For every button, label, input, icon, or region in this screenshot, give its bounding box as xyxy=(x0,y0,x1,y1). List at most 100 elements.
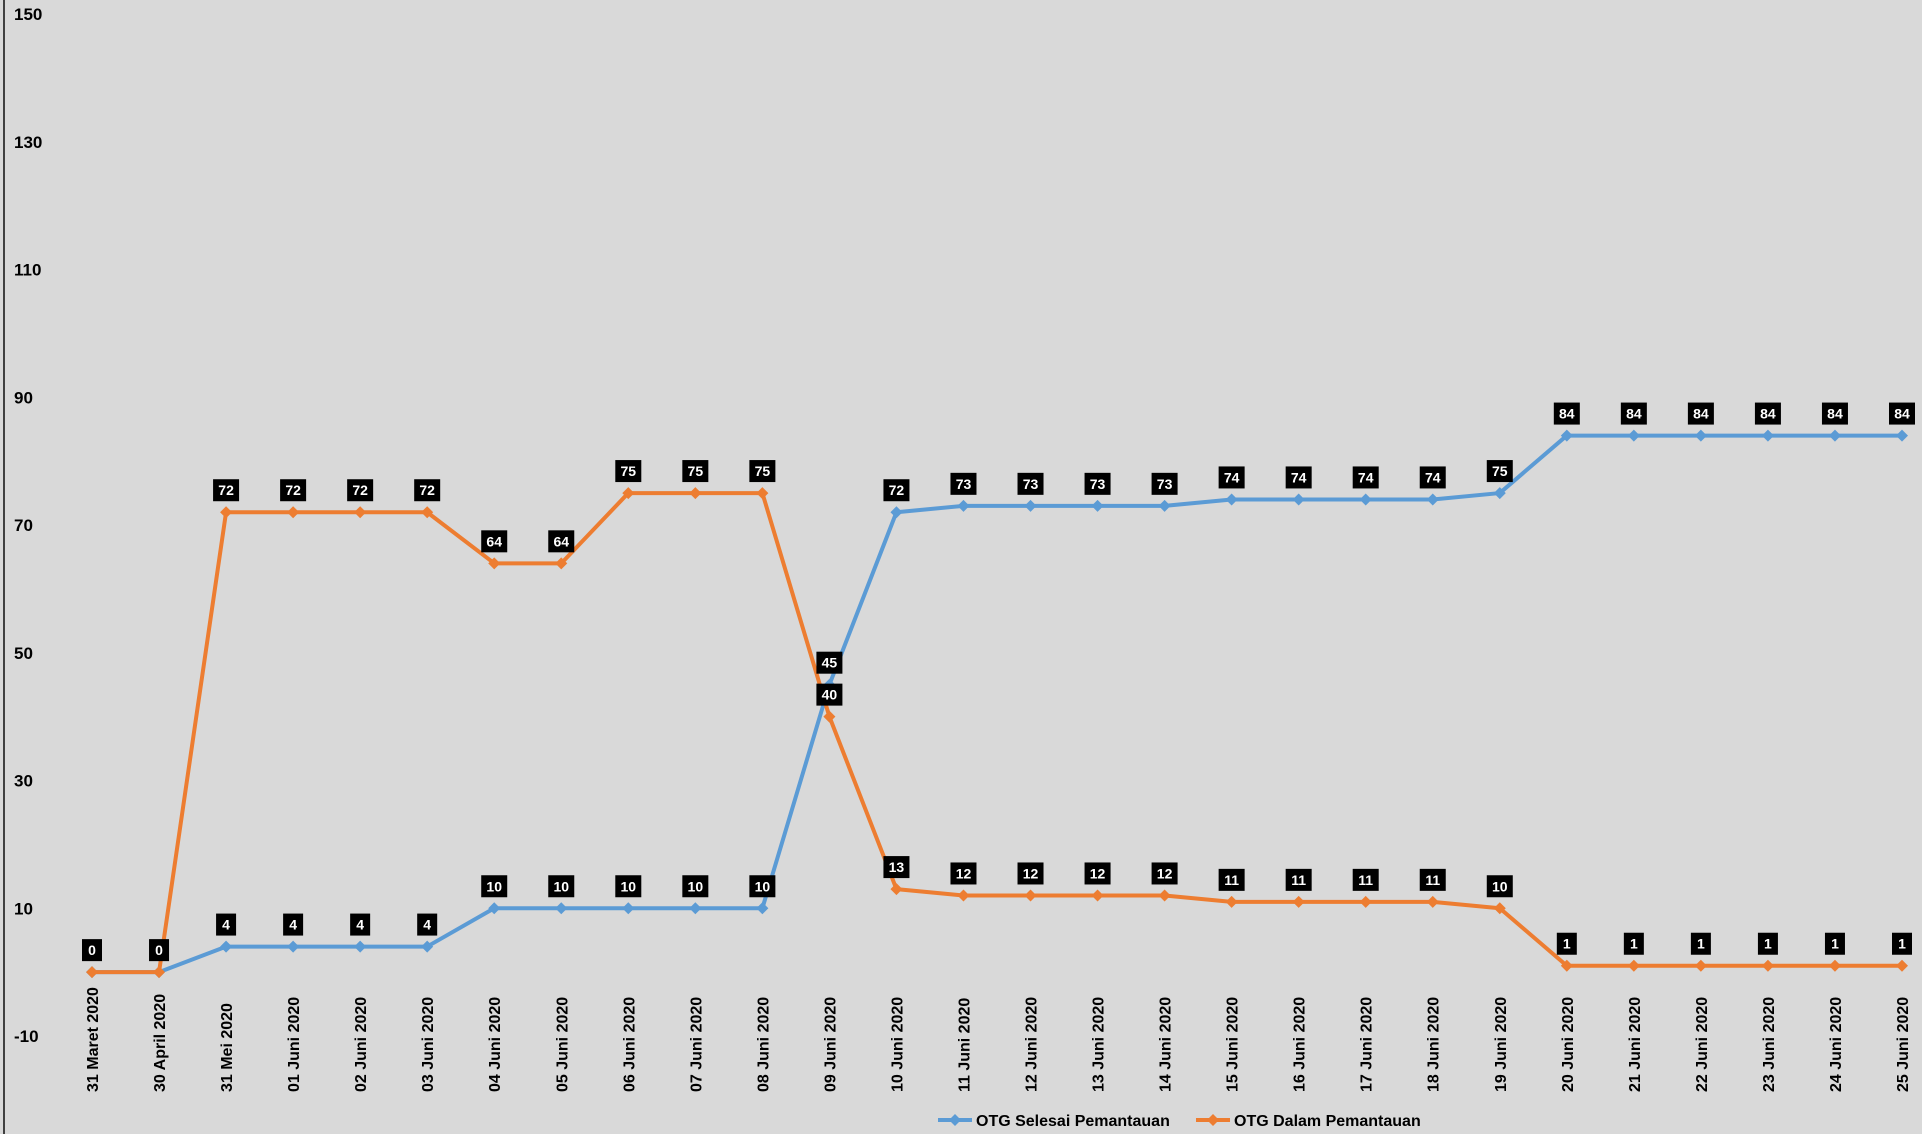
data-point xyxy=(354,506,367,519)
x-tick-label: 22 Juni 2020 xyxy=(1694,997,1711,1092)
data-label: 72 xyxy=(218,482,234,498)
data-label-box xyxy=(883,856,910,879)
x-axis-ticks: 31 Maret 2020 30 April 2020 31 Mei 2020 01 … xyxy=(85,987,1912,1092)
x-tick-label: 07 Juni 2020 xyxy=(688,997,705,1092)
data-point xyxy=(421,506,434,519)
data-label-box xyxy=(816,651,843,674)
data-label-box xyxy=(1754,402,1781,425)
data-label-box xyxy=(615,460,642,483)
data-label: 4 xyxy=(356,917,364,933)
data-point xyxy=(756,902,769,915)
data-point xyxy=(1761,959,1774,972)
x-tick-label: 09 Juni 2020 xyxy=(822,997,839,1092)
data-point xyxy=(689,487,702,500)
data-label-box xyxy=(1285,868,1312,891)
data-label-box xyxy=(1218,466,1245,489)
data-label: 1 xyxy=(1563,936,1571,952)
data-label-box xyxy=(1486,460,1513,483)
data-point xyxy=(1493,902,1506,915)
x-tick-label: 21 Juni 2020 xyxy=(1627,997,1644,1092)
data-label-box xyxy=(816,683,843,706)
data-point xyxy=(957,889,970,902)
data-point xyxy=(1426,493,1439,506)
data-label: 11 xyxy=(1358,872,1373,888)
data-label: 10 xyxy=(688,878,704,894)
data-label-box xyxy=(1821,402,1848,425)
data-label: 1 xyxy=(1898,936,1906,952)
data-point xyxy=(1493,487,1506,500)
data-label-box xyxy=(950,472,977,495)
data-point xyxy=(1560,429,1573,442)
data-point xyxy=(622,487,635,500)
data-point xyxy=(823,710,836,723)
data-point xyxy=(488,557,501,570)
x-tick-label: 31 Mei 2020 xyxy=(219,1003,236,1092)
data-point xyxy=(1024,499,1037,512)
data-label-box xyxy=(1690,932,1711,955)
data-point xyxy=(555,902,568,915)
data-point xyxy=(1560,959,1573,972)
data-point xyxy=(421,940,434,953)
data-point xyxy=(1292,895,1305,908)
data-point xyxy=(153,966,166,979)
data-point xyxy=(1627,429,1640,442)
data-label: 73 xyxy=(956,476,972,492)
x-tick-label: 03 Juni 2020 xyxy=(420,997,437,1092)
data-point xyxy=(1426,895,1439,908)
data-label: 1 xyxy=(1831,936,1839,952)
data-label-box xyxy=(1889,402,1915,425)
data-label-box xyxy=(350,913,371,936)
data-label: 73 xyxy=(1090,476,1106,492)
x-tick-label: 11 Juni 2020 xyxy=(956,998,973,1092)
data-point xyxy=(1024,889,1037,902)
data-label-box xyxy=(149,939,170,962)
data-label-box xyxy=(1824,932,1845,955)
legend: OTG Selesai Pemantauan OTG Dalam Pemantau… xyxy=(938,1113,1421,1130)
data-label: 84 xyxy=(1894,406,1910,422)
x-tick-label: 15 Juni 2020 xyxy=(1225,997,1242,1092)
data-label: 11 xyxy=(1291,872,1306,888)
data-label: 74 xyxy=(1425,469,1441,485)
data-point xyxy=(1158,889,1171,902)
data-label-box xyxy=(82,939,102,962)
x-tick-label: 12 Juni 2020 xyxy=(1024,997,1041,1092)
data-label: 1 xyxy=(1764,936,1772,952)
data-label: 84 xyxy=(1693,406,1709,422)
data-label: 12 xyxy=(1023,865,1039,881)
data-label-box xyxy=(1556,932,1577,955)
data-label: 84 xyxy=(1760,406,1776,422)
data-label-box xyxy=(481,530,508,553)
x-tick-label: 30 April 2020 xyxy=(152,994,169,1092)
data-label-box xyxy=(548,530,575,553)
data-label-box xyxy=(1553,402,1580,425)
data-point xyxy=(1828,429,1841,442)
data-label-box xyxy=(950,862,977,885)
data-label: 40 xyxy=(822,687,838,703)
data-label: 84 xyxy=(1626,406,1642,422)
data-label: 13 xyxy=(889,859,905,875)
data-label-box xyxy=(1017,862,1044,885)
data-label: 45 xyxy=(822,655,838,671)
data-point xyxy=(622,902,635,915)
y-tick-label: 30 xyxy=(14,772,33,791)
y-axis-ticks: -10 10 30 50 70 90 110 130 150 xyxy=(14,5,42,1046)
data-label-box xyxy=(615,875,642,898)
data-label-box xyxy=(1151,472,1178,495)
legend-label: OTG Selesai Pemantauan xyxy=(976,1113,1170,1130)
data-point xyxy=(287,506,300,519)
y-tick-label: 70 xyxy=(14,516,33,535)
x-tick-label: 17 Juni 2020 xyxy=(1359,997,1376,1092)
data-label-box xyxy=(283,913,304,936)
x-tick-label: 23 Juni 2020 xyxy=(1761,997,1778,1092)
data-label: 74 xyxy=(1224,469,1240,485)
data-point xyxy=(1091,499,1104,512)
legend-label: OTG Dalam Pemantauan xyxy=(1234,1113,1421,1130)
data-point xyxy=(1359,493,1372,506)
x-tick-label: 18 Juni 2020 xyxy=(1426,997,1443,1092)
x-tick-label: 19 Juni 2020 xyxy=(1493,997,1510,1092)
data-label-box xyxy=(682,460,709,483)
data-point xyxy=(86,966,98,979)
data-label-box xyxy=(1352,466,1379,489)
